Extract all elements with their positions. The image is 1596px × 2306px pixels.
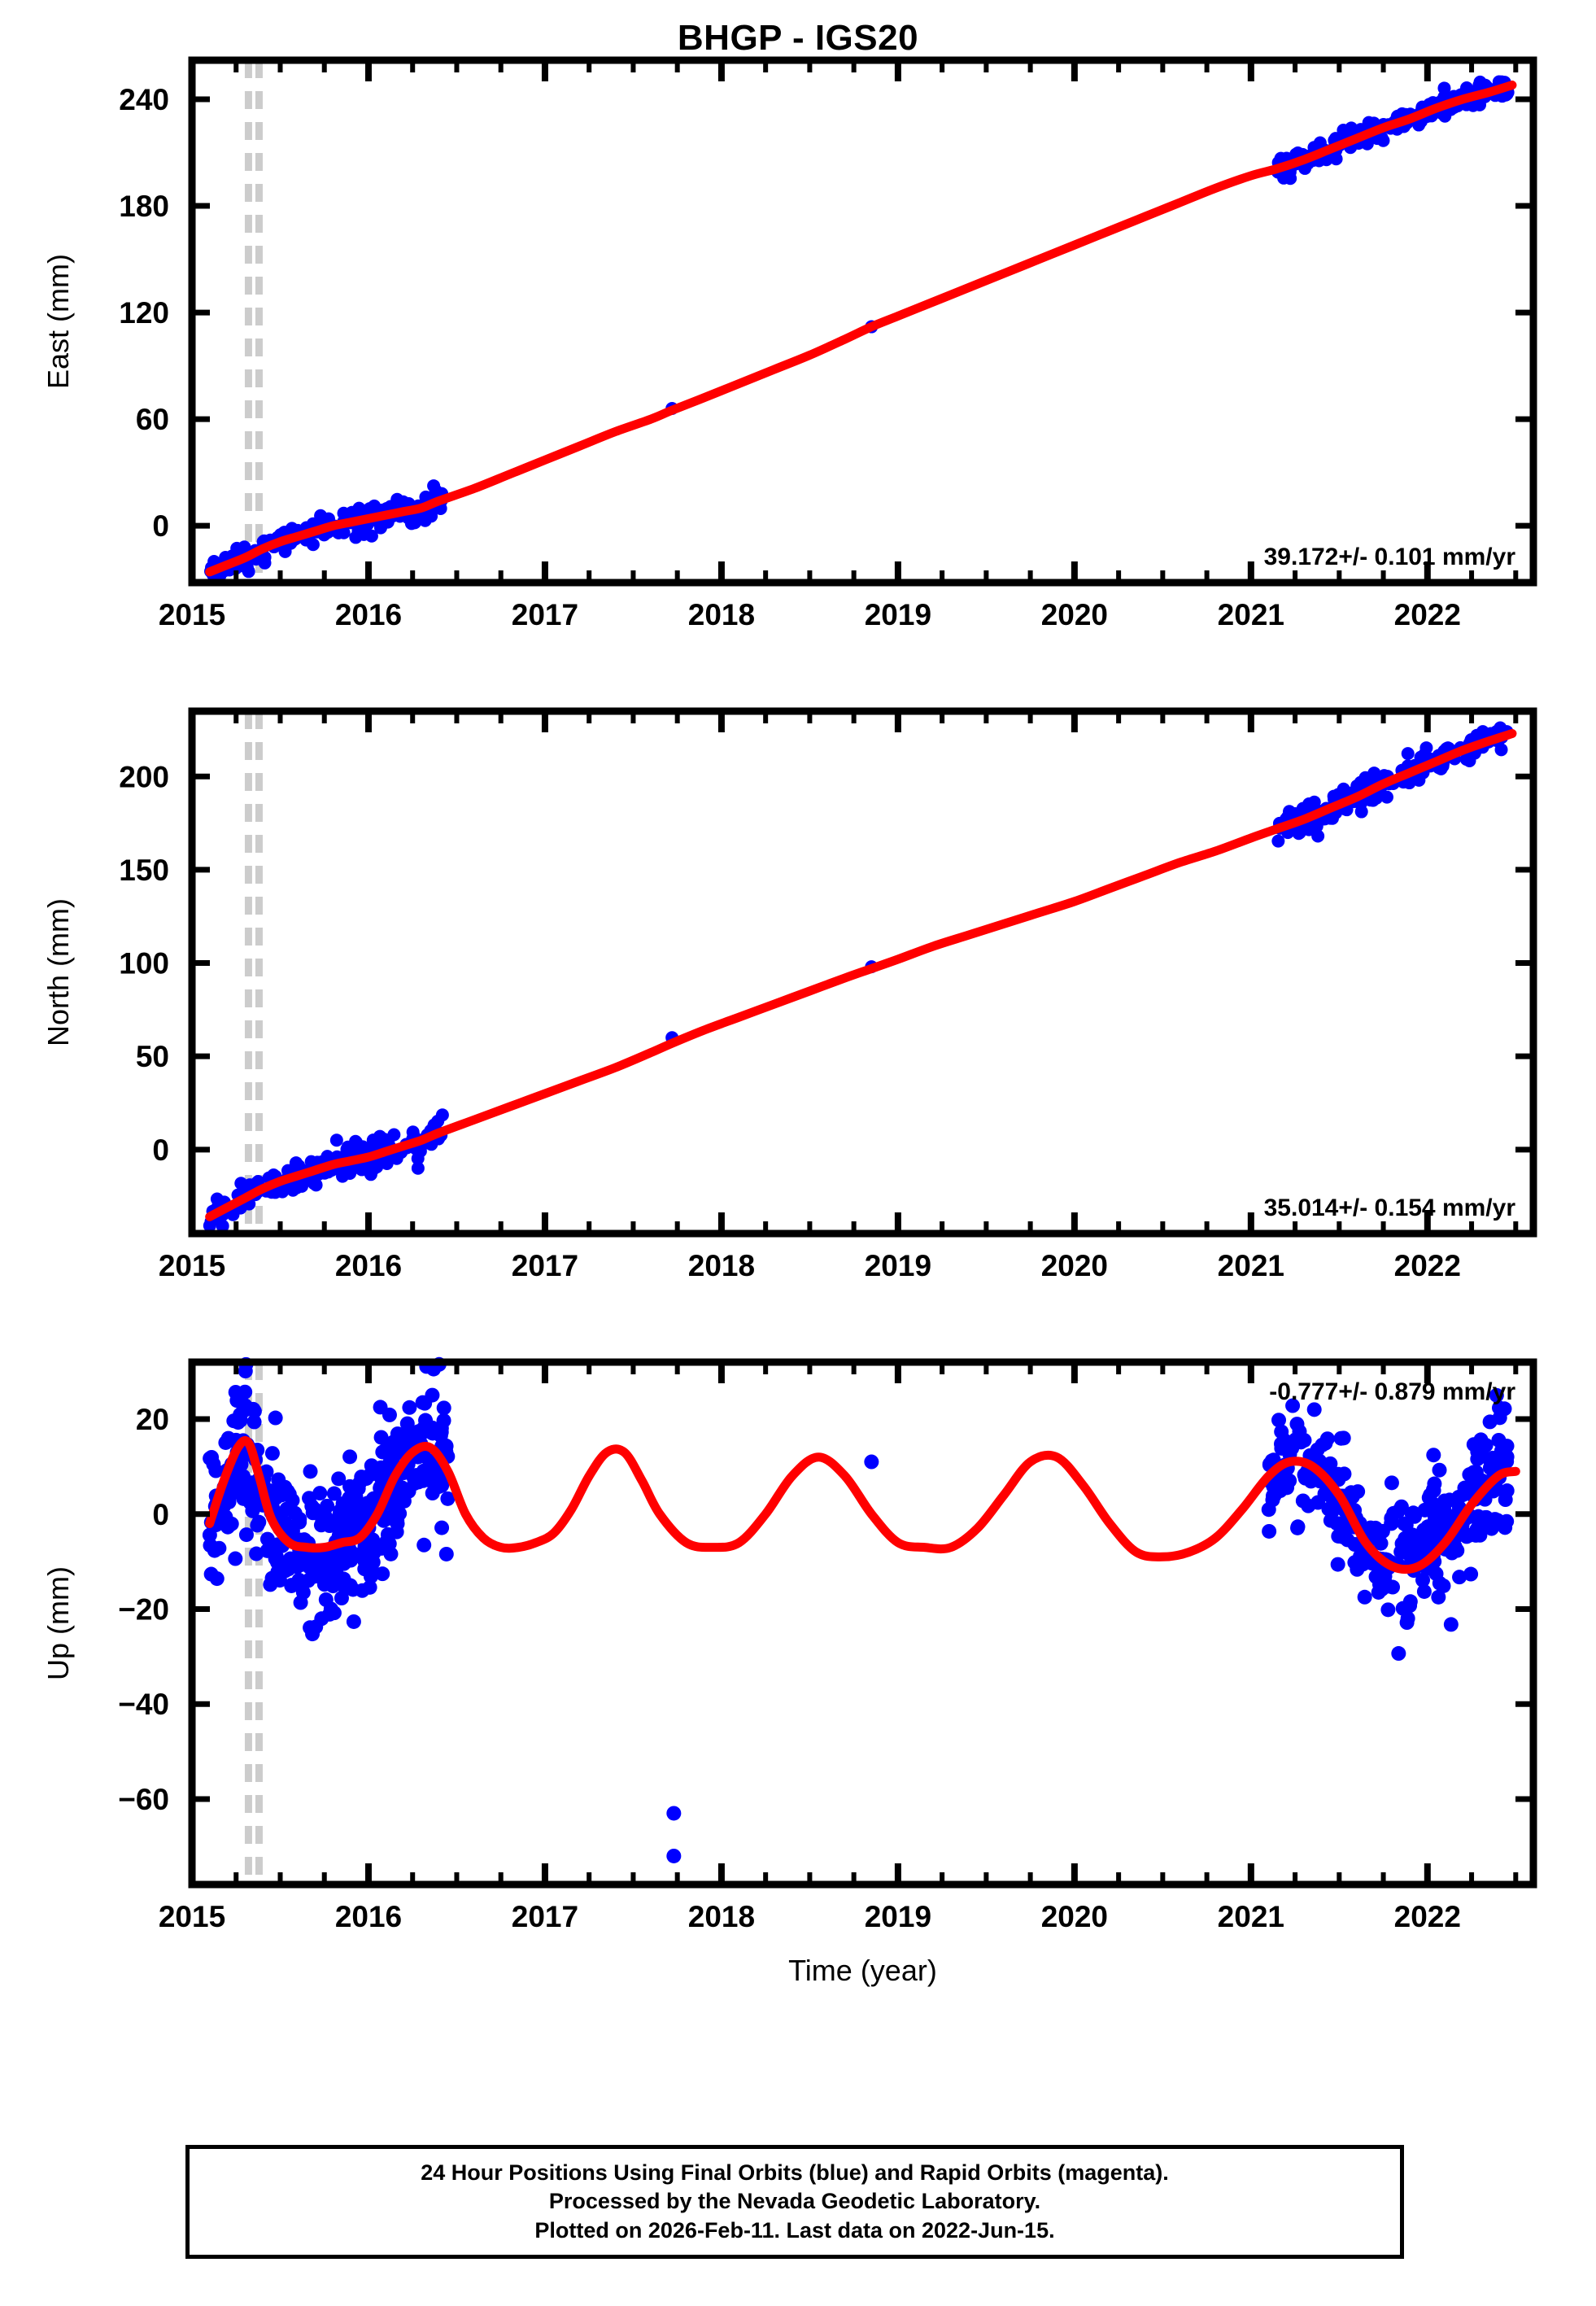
x-tick-label: 2016 bbox=[335, 1900, 402, 1933]
x-tick-label: 2016 bbox=[335, 598, 402, 631]
event-lines-group bbox=[244, 60, 263, 583]
x-tick-label: 2020 bbox=[1041, 1900, 1108, 1933]
x-tick-label: 2018 bbox=[688, 1249, 755, 1282]
x-tick-label: 2017 bbox=[512, 598, 578, 631]
y-tick-label: 60 bbox=[136, 403, 169, 436]
model-trend-line bbox=[205, 81, 1517, 577]
x-tick-label: 2022 bbox=[1394, 598, 1461, 631]
plot-east: 0 60 120 180 240 2015 2016 2017 2018 2019 2020 2021… bbox=[41, 56, 1537, 631]
x-tick-label: 2016 bbox=[335, 1249, 402, 1282]
y-tick-label: 150 bbox=[119, 854, 169, 887]
rate-annotation: -0.777+/- 0.879 mm/yr bbox=[1269, 1378, 1515, 1405]
x-tick-label: 2015 bbox=[159, 598, 225, 631]
plot-frame bbox=[188, 1358, 1537, 1889]
x-tick-label: 2019 bbox=[865, 598, 931, 631]
y-axis-ticks: 20 0 −20 −40 −60 bbox=[118, 1403, 1533, 1816]
x-tick-label: 2015 bbox=[159, 1249, 225, 1282]
rate-annotation: 35.014+/- 0.154 mm/yr bbox=[1264, 1194, 1516, 1221]
x-tick-label: 2018 bbox=[688, 598, 755, 631]
y-axis-ticks: 0 50 100 150 200 bbox=[119, 760, 1533, 1167]
caption-line-2: Processed by the Nevada Geodetic Laborat… bbox=[548, 2189, 1041, 2214]
x-axis-ticks: 2015 2016 2017 2018 2019 2020 2021 2022 bbox=[159, 1362, 1519, 1933]
model-trend-line bbox=[205, 1435, 1520, 1574]
y-tick-label: 0 bbox=[152, 1498, 169, 1531]
x-tick-label: 2017 bbox=[512, 1900, 578, 1933]
plot-frame bbox=[188, 56, 1537, 587]
x-tick-label: 2020 bbox=[1041, 598, 1108, 631]
panel-up: 20 0 −20 −40 −60 2015 2016 2017 2018 2019 2020 2021… bbox=[0, 1347, 1596, 1998]
rate-annotation: 39.172+/- 0.101 mm/yr bbox=[1264, 544, 1516, 570]
x-tick-label: 2015 bbox=[159, 1900, 225, 1933]
x-tick-label: 2020 bbox=[1041, 1249, 1108, 1282]
y-tick-label: −60 bbox=[118, 1783, 169, 1816]
x-tick-label: 2021 bbox=[1218, 1900, 1284, 1933]
data-point-outlier bbox=[864, 1454, 879, 1470]
x-tick-label: 2022 bbox=[1394, 1900, 1461, 1933]
x-axis-title: Time (year) bbox=[788, 1954, 937, 1987]
event-lines-group bbox=[244, 1362, 263, 1885]
plot-up: 20 0 −20 −40 −60 2015 2016 2017 2018 2019 2020 2021… bbox=[41, 1356, 1537, 1987]
plot-north: 0 50 100 150 200 2015 2016 2017 2018 2019 2020 2021… bbox=[41, 707, 1537, 1282]
y-axis-title: Up (mm) bbox=[41, 1566, 75, 1680]
x-tick-label: 2021 bbox=[1218, 1249, 1284, 1282]
figure-caption-box: 24 Hour Positions Using Final Orbits (bl… bbox=[185, 2145, 1404, 2259]
panel-north: 0 50 100 150 200 2015 2016 2017 2018 2019 2020 2021… bbox=[0, 697, 1596, 1347]
figure-title: BHGP - IGS20 bbox=[677, 18, 919, 58]
y-tick-label: −20 bbox=[118, 1592, 169, 1626]
y-tick-label: −40 bbox=[118, 1688, 169, 1721]
model-trend-line bbox=[205, 729, 1517, 1221]
y-tick-label: 180 bbox=[119, 190, 169, 223]
x-tick-label: 2022 bbox=[1394, 1249, 1461, 1282]
y-tick-label: 240 bbox=[119, 83, 169, 116]
x-tick-label: 2019 bbox=[865, 1249, 931, 1282]
y-axis-ticks: 0 60 120 180 240 bbox=[119, 83, 1533, 543]
y-tick-label: 120 bbox=[119, 296, 169, 330]
event-lines-group bbox=[244, 711, 263, 1234]
x-tick-label: 2019 bbox=[865, 1900, 931, 1933]
y-tick-label: 0 bbox=[152, 509, 169, 543]
data-point-outlier bbox=[666, 1806, 682, 1821]
plot-frame bbox=[188, 707, 1537, 1238]
panel-east: 0 60 120 180 240 2015 2016 2017 2018 2019 2020 2021… bbox=[0, 46, 1596, 697]
y-tick-label: 200 bbox=[119, 760, 169, 793]
y-axis-title: East (mm) bbox=[41, 254, 75, 389]
y-tick-label: 0 bbox=[152, 1133, 169, 1167]
y-tick-label: 100 bbox=[119, 947, 169, 980]
x-tick-label: 2021 bbox=[1218, 598, 1284, 631]
caption-line-1: 24 Hour Positions Using Final Orbits (bl… bbox=[421, 2160, 1169, 2185]
x-tick-label: 2017 bbox=[512, 1249, 578, 1282]
y-axis-title: North (mm) bbox=[41, 898, 75, 1046]
data-point-outlier bbox=[666, 1848, 682, 1863]
x-axis-ticks: 2015 2016 2017 2018 2019 2020 2021 2022 bbox=[159, 60, 1519, 631]
x-axis-ticks: 2015 2016 2017 2018 2019 2020 2021 2022 bbox=[159, 711, 1519, 1282]
x-tick-label: 2018 bbox=[688, 1900, 755, 1933]
y-tick-label: 50 bbox=[136, 1040, 169, 1073]
caption-line-3: Plotted on 2026-Feb-11. Last data on 202… bbox=[534, 2217, 1055, 2243]
y-tick-label: 20 bbox=[136, 1403, 169, 1436]
